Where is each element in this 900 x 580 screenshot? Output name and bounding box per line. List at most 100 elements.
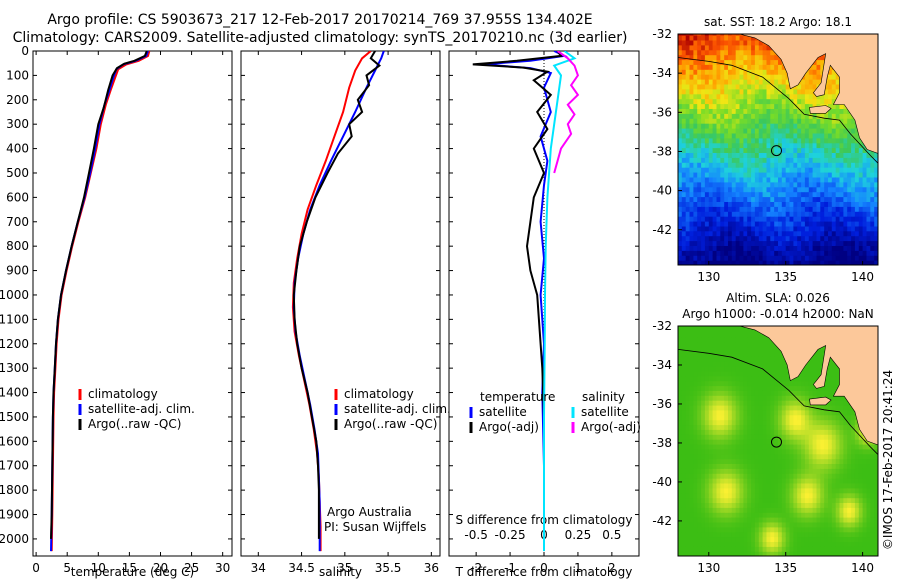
map-cell: [774, 551, 779, 556]
map-cell: [739, 54, 744, 61]
map-cell: [808, 250, 814, 256]
map-cell: [774, 390, 779, 396]
map-cell: [704, 375, 710, 382]
map-cell: [731, 147, 737, 153]
map-cell: [701, 142, 706, 149]
map-cell: [793, 118, 798, 124]
map-cell: [743, 225, 748, 232]
map-cell: [739, 551, 744, 556]
map-cell: [812, 541, 817, 547]
map-cell: [685, 49, 691, 56]
map-cell: [828, 487, 833, 494]
map-cell: [739, 260, 744, 265]
map-cell: [743, 255, 748, 261]
map-cell: [754, 492, 760, 499]
map-cell: [720, 468, 725, 474]
map-cell: [785, 142, 791, 149]
map-cell: [689, 113, 694, 119]
map-cell: [681, 468, 687, 474]
map-cell: [812, 64, 817, 70]
map-cell: [820, 551, 825, 556]
map-cell: [678, 162, 683, 168]
map-cell: [678, 137, 683, 144]
map-cell: [704, 260, 710, 265]
map-cell: [731, 162, 737, 168]
map-cell: [793, 206, 798, 212]
map-cell: [681, 331, 687, 338]
map-cell: [824, 512, 829, 518]
map-cell: [824, 123, 829, 129]
map-cell: [747, 385, 752, 391]
map-cell: [812, 502, 817, 508]
map-cell: [804, 147, 810, 153]
map-cell: [685, 54, 691, 61]
map-cell: [778, 221, 783, 227]
map-cell: [801, 167, 806, 173]
map-cell: [751, 132, 756, 139]
map-cell: [724, 336, 729, 343]
map-cell: [862, 172, 867, 178]
map-cell: [728, 225, 733, 232]
map-cell: [693, 103, 698, 109]
map-cell: [854, 162, 860, 168]
map-cell: [866, 162, 871, 168]
map-cell: [820, 137, 825, 144]
map-cell: [774, 216, 779, 222]
map-cell: [693, 108, 698, 114]
map-cell: [728, 497, 733, 503]
map-cell: [731, 443, 737, 450]
map-cell: [862, 167, 867, 173]
map-cell: [685, 375, 691, 382]
map-cell: [862, 230, 867, 237]
map-cell: [824, 468, 829, 474]
map-cell: [716, 336, 721, 343]
map-cell: [735, 492, 741, 499]
map-cell: [828, 375, 833, 382]
map-cell: [739, 206, 744, 212]
map-cell: [747, 395, 752, 401]
map-cell: [835, 123, 841, 129]
map-cell: [678, 424, 683, 430]
map-cell: [843, 521, 848, 528]
map-cell: [804, 414, 810, 421]
map-cell: [843, 453, 848, 460]
map-cell: [701, 157, 706, 163]
map-cell: [804, 541, 810, 547]
map-cell: [758, 83, 764, 90]
map-cell: [731, 468, 737, 474]
map-cell: [758, 395, 764, 401]
map-cell: [774, 507, 779, 513]
map-cell: [778, 59, 783, 65]
map-cell: [708, 551, 714, 556]
map-cell: [747, 351, 752, 357]
map-cell: [851, 507, 856, 513]
map-cell: [716, 385, 721, 391]
map-cell: [831, 69, 837, 75]
map-cell: [762, 186, 767, 193]
map-cell: [789, 507, 794, 513]
map-cell: [739, 468, 744, 474]
map-cell: [774, 380, 779, 387]
map-cell: [735, 512, 741, 518]
map-cell: [804, 255, 810, 261]
map-cell: [735, 395, 741, 401]
map-cell: [701, 59, 706, 65]
map-cell: [781, 395, 787, 401]
map-cell: [720, 502, 725, 508]
map-cell: [808, 404, 814, 411]
map-cell: [785, 191, 791, 198]
map-cell: [785, 167, 791, 173]
map-cell: [701, 132, 706, 139]
map-cell: [824, 380, 829, 387]
map-cell: [735, 235, 741, 242]
map-cell: [828, 482, 833, 489]
map-cell: [831, 492, 837, 499]
map-cell: [693, 346, 698, 352]
map-cell: [704, 463, 710, 469]
map-cell: [751, 230, 756, 237]
map-cell: [716, 458, 721, 464]
map-cell: [789, 93, 794, 100]
map-cell: [831, 211, 837, 217]
map-cell: [785, 429, 791, 435]
map-cell: [758, 79, 764, 85]
